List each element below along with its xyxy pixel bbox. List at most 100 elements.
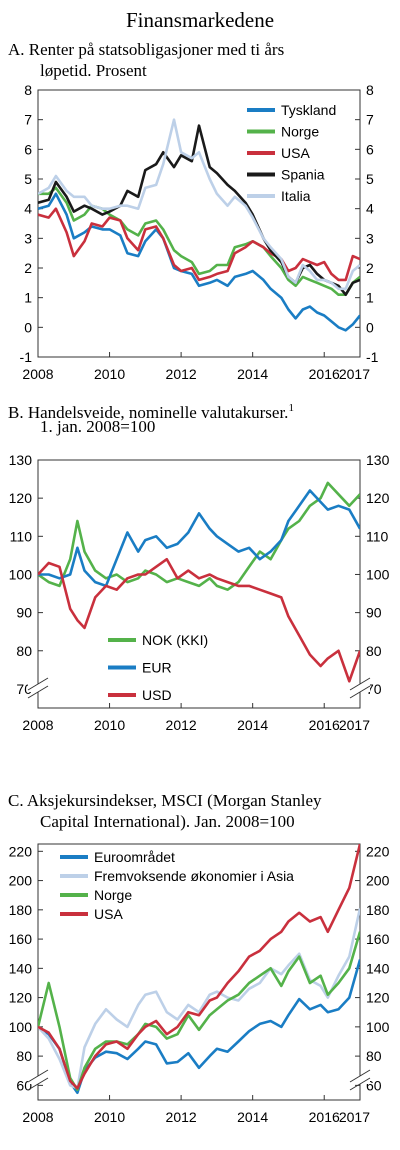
y-tick-label-left: 140 — [9, 960, 33, 976]
x-tick-label: 2012 — [166, 1109, 197, 1125]
y-tick-label-left: 3 — [24, 230, 32, 246]
x-tick-label: 2017 — [339, 366, 370, 382]
x-tick-label: 2014 — [237, 366, 268, 382]
legend-label: USD — [142, 687, 172, 703]
chart-panel-C: C. Aksjekursindekser, MSCI (Morgan Stanl… — [8, 791, 390, 1125]
y-tick-label-left: 160 — [9, 931, 33, 947]
series-line-usa — [38, 207, 360, 282]
plot-frame — [37, 89, 361, 358]
y-tick-label-right: 6 — [366, 141, 374, 157]
series-line-italia — [38, 118, 360, 291]
y-tick-label-right: 3 — [366, 230, 374, 246]
axis-break-gap — [28, 684, 48, 692]
y-tick-label-left: 5 — [24, 171, 32, 187]
x-tick-label: 2014 — [237, 1109, 268, 1125]
series-line-norge — [38, 931, 360, 1092]
axis-break-mark — [27, 1077, 49, 1091]
x-tick-label: 2010 — [94, 366, 125, 382]
axis-break-mark — [349, 1069, 371, 1083]
x-tick-label: 2010 — [94, 717, 125, 733]
y-tick-label-left: 100 — [9, 1019, 33, 1035]
plot-frame — [37, 459, 361, 709]
chart-title: B. Handelsveide, nominelle valutakurser.… — [8, 402, 294, 436]
y-tick-label-left: 200 — [9, 873, 33, 889]
legend-label: EUR — [142, 660, 172, 676]
axis-break-gap — [28, 1076, 48, 1084]
y-tick-label-right: 120 — [366, 490, 390, 506]
axis-break-mark — [349, 677, 371, 691]
y-tick-label-left: 7 — [24, 112, 32, 128]
y-tick-label-left: 0 — [24, 319, 32, 335]
x-tick-label: 2012 — [166, 366, 197, 382]
legend-label: USA — [281, 145, 310, 161]
chart-title: C. Aksjekursindekser, MSCI (Morgan Stanl… — [8, 791, 322, 831]
chart-panel-B: B. Handelsveide, nominelle valutakurser.… — [8, 402, 390, 733]
y-tick-label-right: 4 — [366, 201, 374, 217]
y-tick-label-right: 180 — [366, 902, 390, 918]
axis-break-mark — [27, 1069, 49, 1083]
axis-break-gap — [350, 684, 370, 692]
x-tick-label: 2017 — [339, 1109, 370, 1125]
x-tick-label: 2014 — [237, 717, 268, 733]
y-tick-label-left: 90 — [16, 605, 32, 621]
axis-break-mark — [27, 677, 49, 691]
y-tick-label-left: 2 — [24, 260, 32, 276]
y-tick-label-left: 1 — [24, 290, 32, 306]
y-tick-label-left: 8 — [24, 82, 32, 98]
chart-title: A. Renter på statsobligasjoner med ti år… — [8, 40, 284, 80]
y-tick-label-right: 140 — [366, 960, 390, 976]
y-tick-label-left: -1 — [20, 349, 33, 365]
y-tick-label-right: 80 — [366, 643, 382, 659]
x-tick-label: 2008 — [22, 366, 53, 382]
y-tick-label-right: 100 — [366, 566, 390, 582]
y-tick-label-left: 80 — [16, 643, 32, 659]
y-tick-label-left: 120 — [9, 990, 33, 1006]
series-line-tyskland — [38, 192, 360, 332]
series-line-fremvoksende-konomier-i-asia — [38, 908, 360, 1090]
legend-label: NOK (KKI) — [142, 632, 208, 648]
y-tick-label-right: 100 — [366, 1019, 390, 1035]
y-tick-label-left: 130 — [9, 452, 33, 468]
x-tick-label: 2012 — [166, 717, 197, 733]
axis-break-mark — [349, 685, 371, 699]
y-tick-label-right: 80 — [366, 1048, 382, 1064]
y-tick-label-left: 80 — [16, 1048, 32, 1064]
y-tick-label-left: 180 — [9, 902, 33, 918]
plot-frame — [37, 843, 361, 1101]
y-tick-label-right: 220 — [366, 843, 390, 859]
x-tick-label: 2008 — [22, 1109, 53, 1125]
chart-panel-A: A. Renter på statsobligasjoner med ti år… — [8, 40, 379, 382]
x-tick-label: 2016 — [309, 717, 340, 733]
series-line-spania — [38, 124, 360, 296]
legend-label: USA — [94, 906, 123, 922]
legend-label: Norge — [281, 124, 319, 140]
axis-break-mark — [349, 1077, 371, 1091]
y-tick-label-right: 120 — [366, 990, 390, 1006]
x-tick-label: 2016 — [309, 1109, 340, 1125]
y-tick-label-right: 160 — [366, 931, 390, 947]
y-tick-label-right: 0 — [366, 319, 374, 335]
axis-break-mark — [27, 685, 49, 699]
y-tick-label-right: 8 — [366, 82, 374, 98]
series-line-usd — [38, 557, 360, 683]
y-tick-label-right: -1 — [366, 349, 379, 365]
y-tick-label-right: 7 — [366, 112, 374, 128]
y-tick-label-right: 130 — [366, 452, 390, 468]
y-tick-label-right: 5 — [366, 171, 374, 187]
y-tick-label-right: 200 — [366, 873, 390, 889]
page-title: Finansmarkedene — [126, 8, 274, 32]
series-line-eur — [38, 489, 360, 588]
y-tick-label-right: 2 — [366, 260, 374, 276]
legend-label: Tyskland — [281, 102, 336, 118]
legend-label: Euroområdet — [94, 849, 175, 865]
x-tick-label: 2008 — [22, 717, 53, 733]
y-tick-label-right: 90 — [366, 605, 382, 621]
x-tick-label: 2017 — [339, 717, 370, 733]
y-tick-label-right: 1 — [366, 290, 374, 306]
y-tick-label-left: 6 — [24, 141, 32, 157]
x-tick-label: 2016 — [309, 366, 340, 382]
y-tick-label-left: 110 — [10, 528, 33, 544]
legend-label: Spania — [281, 167, 325, 183]
y-tick-label-left: 120 — [9, 490, 33, 506]
